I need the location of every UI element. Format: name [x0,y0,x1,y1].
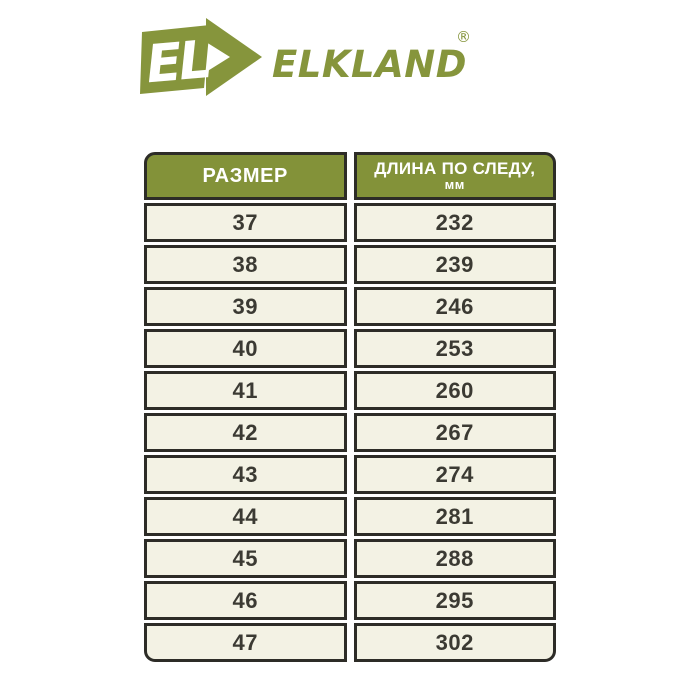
length-cell: 274 [353,455,556,494]
length-cell: 239 [353,245,556,284]
size-cell: 47 [144,623,347,662]
elkland-logo-icon: EL ELKLAND ® [140,18,471,96]
length-header-label: ДЛИНА ПО СЛЕДУ, [374,159,536,179]
size-cell: 46 [144,581,347,620]
size-header-label: РАЗМЕР [202,164,288,187]
length-cell: 288 [353,539,556,578]
logo-wordmark: ELKLAND [272,43,467,86]
size-cell: 42 [144,413,347,452]
size-cell: 43 [144,455,347,494]
length-header-unit: мм [444,177,465,193]
size-cell: 44 [144,497,347,536]
length-cell: 260 [353,371,556,410]
size-table-grid: РАЗМЕР ДЛИНА ПО СЛЕДУ, мм 37 232 38 239 39 24… [144,152,556,662]
size-header-cell: РАЗМЕР [144,152,347,200]
size-cell: 41 [144,371,347,410]
length-cell: 253 [353,329,556,368]
size-cell: 45 [144,539,347,578]
length-cell: 267 [353,413,556,452]
length-cell: 246 [353,287,556,326]
brand-logo: EL ELKLAND ® [140,16,480,100]
length-header-cell: ДЛИНА ПО СЛЕДУ, мм [353,152,556,200]
length-cell: 281 [353,497,556,536]
registered-trademark-icon: ® [456,28,471,46]
size-cell: 40 [144,329,347,368]
size-cell: 39 [144,287,347,326]
size-cell: 38 [144,245,347,284]
length-cell: 295 [353,581,556,620]
length-cell: 232 [353,203,556,242]
logo-emblem-text: EL [144,30,212,95]
length-cell: 302 [353,623,556,662]
size-cell: 37 [144,203,347,242]
